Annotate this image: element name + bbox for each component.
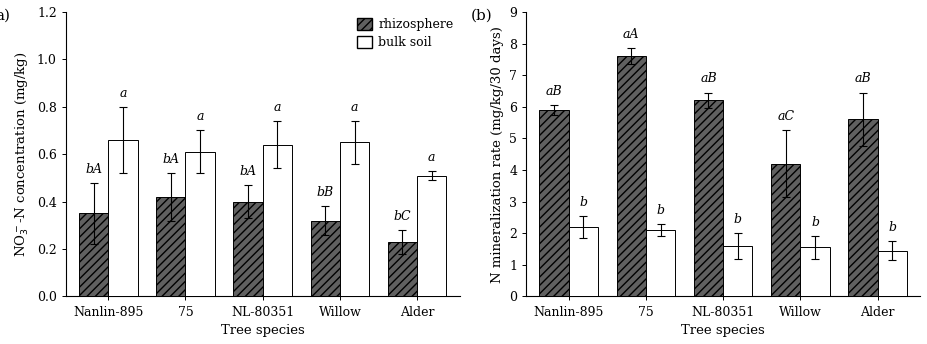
Bar [234,202,262,297]
Bar [800,247,830,297]
Text: bA: bA [239,165,257,178]
Text: aB: aB [700,73,717,85]
Bar [340,142,369,297]
Text: b: b [734,213,742,226]
X-axis label: Tree species: Tree species [221,324,305,337]
Bar [387,242,417,297]
Text: (b): (b) [471,9,493,23]
X-axis label: Tree species: Tree species [681,324,765,337]
Text: b: b [656,204,665,217]
Text: a: a [273,101,281,114]
Bar [108,140,137,297]
Y-axis label: N mineralization rate (mg/kg/30 days): N mineralization rate (mg/kg/30 days) [490,26,503,283]
Bar [156,197,185,297]
Bar [185,152,215,297]
Bar [262,145,292,297]
Bar [771,164,800,297]
Text: b: b [811,216,819,229]
Bar [723,246,753,297]
Text: a: a [197,110,204,123]
Bar [79,214,108,297]
Text: a: a [120,87,127,100]
Text: bA: bA [162,153,179,166]
Text: b: b [579,196,588,209]
Y-axis label: NO$_3^-$-N concentration (mg/kg): NO$_3^-$-N concentration (mg/kg) [14,52,32,257]
Text: b: b [888,221,896,234]
Text: bA: bA [85,163,102,175]
Bar [311,221,340,297]
Legend: rhizosphere, bulk soil: rhizosphere, bulk soil [357,18,453,49]
Text: aA: aA [623,28,640,41]
Bar [616,56,646,297]
Bar [540,110,568,297]
Text: bB: bB [317,186,334,199]
Text: a): a) [0,9,10,23]
Text: aB: aB [546,85,563,98]
Bar [848,119,878,297]
Bar [417,175,447,297]
Bar [878,251,907,297]
Text: aC: aC [777,110,794,123]
Bar [646,230,675,297]
Bar [568,227,598,297]
Text: a: a [428,151,436,164]
Bar [693,100,723,297]
Text: bC: bC [394,210,412,223]
Text: aB: aB [855,73,871,85]
Text: a: a [350,101,359,114]
